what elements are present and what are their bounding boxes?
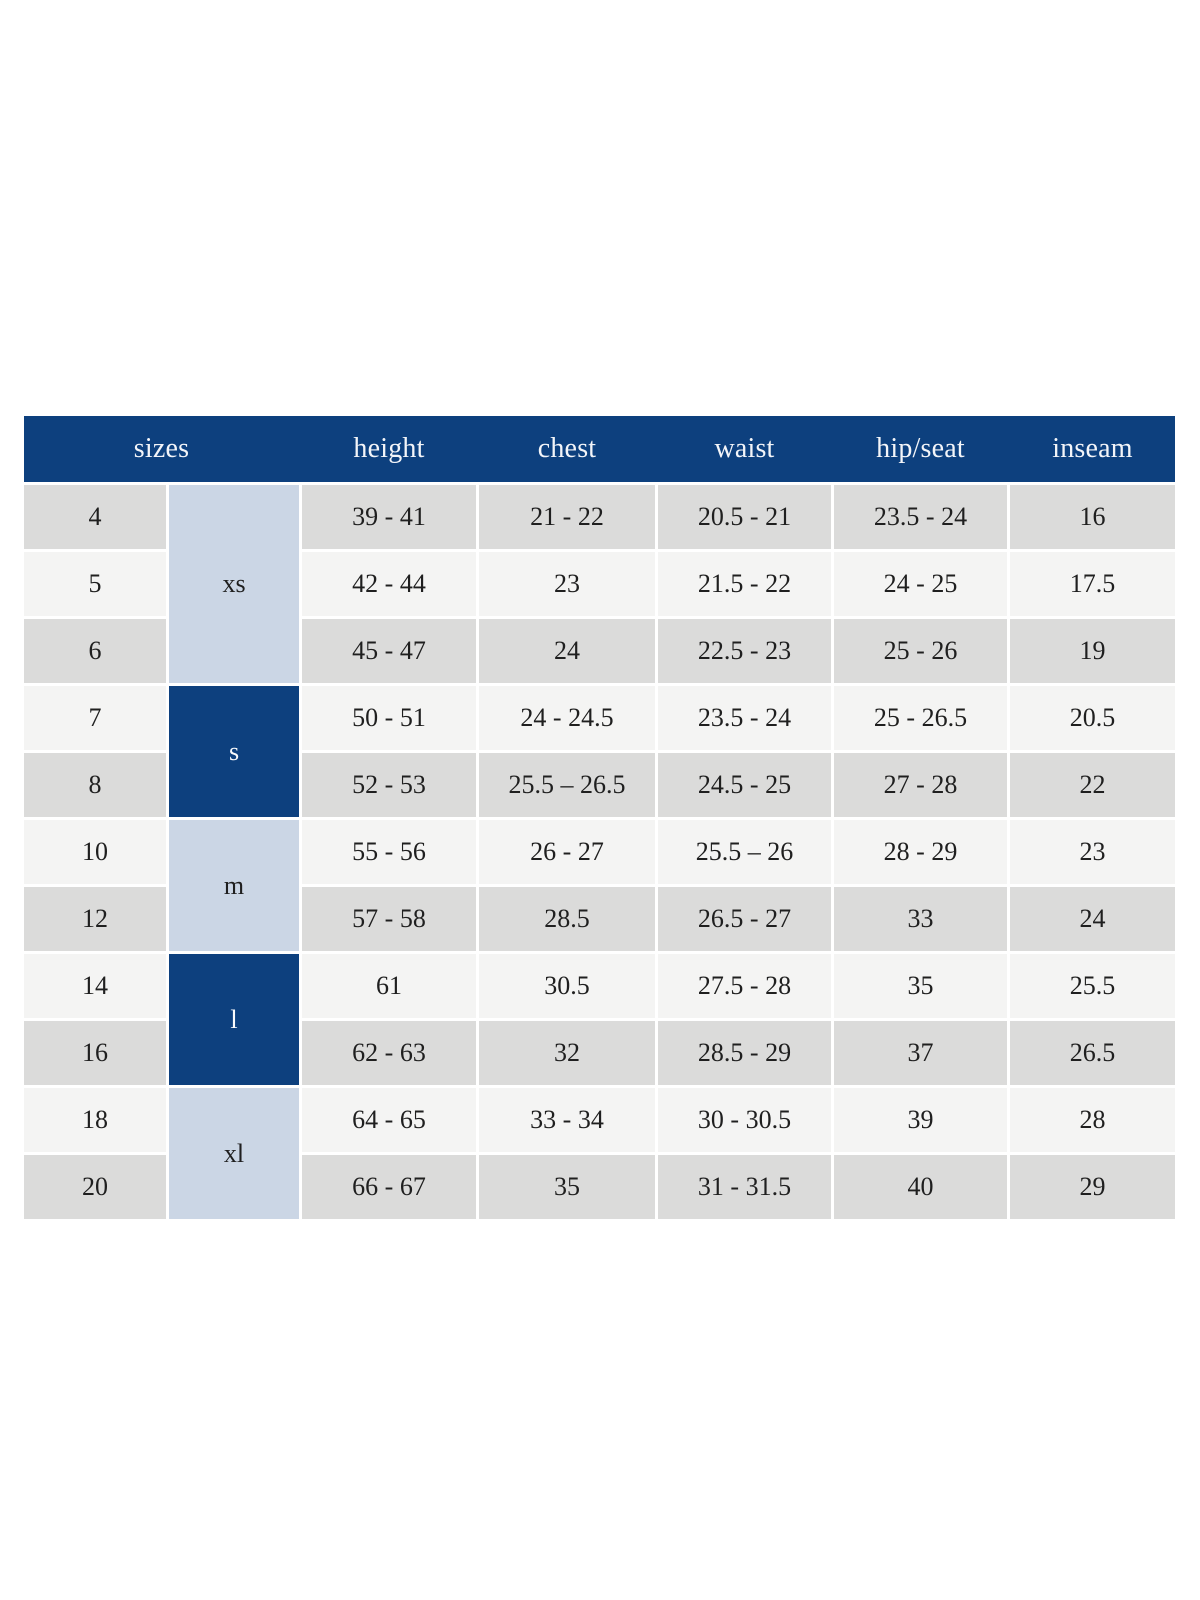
table-cell: 40 xyxy=(834,1155,1007,1219)
table-cell: 61 xyxy=(302,954,476,1018)
header-height: height xyxy=(302,416,476,482)
table-cell: 50 - 51 xyxy=(302,686,476,750)
size-group-l: l xyxy=(169,954,299,1085)
table-cell: 23 xyxy=(1010,820,1175,884)
table-cell: 19 xyxy=(1010,619,1175,683)
table-cell: 55 - 56 xyxy=(302,820,476,884)
table-cell: 28.5 xyxy=(479,887,655,951)
table-cell: 22.5 - 23 xyxy=(658,619,831,683)
table-cell: 24 xyxy=(479,619,655,683)
size-cell: 6 xyxy=(24,619,166,683)
table-cell: 24 - 25 xyxy=(834,552,1007,616)
table-cell: 25.5 – 26 xyxy=(658,820,831,884)
table-cell: 29 xyxy=(1010,1155,1175,1219)
size-group-xs: xs xyxy=(169,485,299,683)
table-cell: 26.5 xyxy=(1010,1021,1175,1085)
size-group-m: m xyxy=(169,820,299,951)
table-cell: 22 xyxy=(1010,753,1175,817)
table-cell: 16 xyxy=(1010,485,1175,549)
table-cell: 28 xyxy=(1010,1088,1175,1152)
table-cell: 24 - 24.5 xyxy=(479,686,655,750)
table-cell: 26.5 - 27 xyxy=(658,887,831,951)
header-sizes: sizes xyxy=(24,416,299,482)
table-cell: 25.5 – 26.5 xyxy=(479,753,655,817)
table-cell: 33 xyxy=(834,887,1007,951)
table-cell: 28 - 29 xyxy=(834,820,1007,884)
size-cell: 7 xyxy=(24,686,166,750)
table-cell: 30 - 30.5 xyxy=(658,1088,831,1152)
table-body: xs s m l xl 4 39 - 41 21 - 22 20.5 - 21 … xyxy=(24,485,1175,1219)
table-cell: 39 - 41 xyxy=(302,485,476,549)
table-cell: 62 - 63 xyxy=(302,1021,476,1085)
table-cell: 24.5 - 25 xyxy=(658,753,831,817)
table-cell: 27.5 - 28 xyxy=(658,954,831,1018)
table-cell: 39 xyxy=(834,1088,1007,1152)
table-cell: 30.5 xyxy=(479,954,655,1018)
table-cell: 35 xyxy=(834,954,1007,1018)
header-waist: waist xyxy=(658,416,831,482)
table-cell: 32 xyxy=(479,1021,655,1085)
size-cell: 12 xyxy=(24,887,166,951)
table-cell: 23 xyxy=(479,552,655,616)
table-cell: 27 - 28 xyxy=(834,753,1007,817)
table-cell: 28.5 - 29 xyxy=(658,1021,831,1085)
table-cell: 17.5 xyxy=(1010,552,1175,616)
header-chest: chest xyxy=(479,416,655,482)
table-cell: 23.5 - 24 xyxy=(658,686,831,750)
table-header-row: sizes height chest waist hip/seat inseam xyxy=(24,416,1175,482)
table-cell: 31 - 31.5 xyxy=(658,1155,831,1219)
table-cell: 25.5 xyxy=(1010,954,1175,1018)
table-cell: 52 - 53 xyxy=(302,753,476,817)
size-group-s: s xyxy=(169,686,299,817)
size-cell: 8 xyxy=(24,753,166,817)
table-cell: 42 - 44 xyxy=(302,552,476,616)
table-cell: 35 xyxy=(479,1155,655,1219)
table-cell: 33 - 34 xyxy=(479,1088,655,1152)
size-cell: 4 xyxy=(24,485,166,549)
size-chart-table: sizes height chest waist hip/seat inseam… xyxy=(24,416,1175,1219)
size-cell: 10 xyxy=(24,820,166,884)
table-cell: 26 - 27 xyxy=(479,820,655,884)
size-cell: 14 xyxy=(24,954,166,1018)
table-cell: 21.5 - 22 xyxy=(658,552,831,616)
table-cell: 45 - 47 xyxy=(302,619,476,683)
table-cell: 24 xyxy=(1010,887,1175,951)
table-cell: 37 xyxy=(834,1021,1007,1085)
table-cell: 57 - 58 xyxy=(302,887,476,951)
table-cell: 21 - 22 xyxy=(479,485,655,549)
table-cell: 23.5 - 24 xyxy=(834,485,1007,549)
size-group-xl: xl xyxy=(169,1088,299,1219)
size-cell: 20 xyxy=(24,1155,166,1219)
table-cell: 64 - 65 xyxy=(302,1088,476,1152)
header-inseam: inseam xyxy=(1010,416,1175,482)
table-cell: 25 - 26.5 xyxy=(834,686,1007,750)
table-cell: 25 - 26 xyxy=(834,619,1007,683)
table-cell: 20.5 xyxy=(1010,686,1175,750)
header-hip-seat: hip/seat xyxy=(834,416,1007,482)
size-cell: 5 xyxy=(24,552,166,616)
size-cell: 18 xyxy=(24,1088,166,1152)
table-cell: 20.5 - 21 xyxy=(658,485,831,549)
table-cell: 66 - 67 xyxy=(302,1155,476,1219)
size-cell: 16 xyxy=(24,1021,166,1085)
